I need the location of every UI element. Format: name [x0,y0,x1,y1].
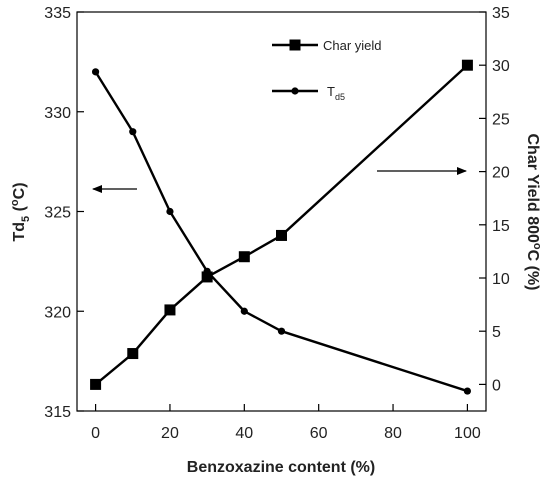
y-right-title-main: Char Yield 800 [524,133,541,242]
char-yield-point [201,271,213,283]
y-left-tick-label: 330 [44,105,71,122]
x-tick-label: 80 [384,425,402,442]
y-left-title-rest: ( [11,205,28,215]
char-yield-point [238,251,250,263]
y-left-axis-title: Td5 (oC) [9,182,32,241]
y-right-tick-label: 25 [492,111,510,128]
y-right-tick-label: 30 [492,58,510,75]
legend-td5-label: Td5 [327,84,345,102]
char-yield-point [276,229,287,241]
y-right-tick-label: 0 [492,377,501,394]
char-yield-point [90,378,102,390]
y-right-tick-label: 35 [492,5,510,22]
char-yield-point [127,348,139,360]
y-right-title-sup: o [531,243,543,250]
y-right-tick-label: 5 [492,324,501,341]
y-left-tick-label: 325 [44,205,71,222]
x-ticks: 0 20 40 60 80 100 [91,404,481,442]
char-yield-point [164,304,176,316]
y-left-tick-label: 320 [44,304,71,321]
legend-char-yield-label: Char yield [323,38,382,53]
legend-td5-sub: d5 [335,92,345,102]
x-tick-label: 100 [454,425,481,442]
y-right-tick-label: 15 [492,218,510,235]
y-left-tick-label: 315 [44,404,71,421]
td5-point [91,68,100,76]
x-tick-label: 0 [91,425,100,442]
y-right-axis-title: Char Yield 800oC (%) [524,133,543,290]
td5-point [463,387,472,395]
x-tick-label: 60 [310,425,328,442]
char-yield-point [461,59,473,71]
legend-square-marker [289,39,301,51]
y-right-tick-label: 10 [492,271,510,288]
td5-point [129,128,137,136]
char-yield-series-line [94,64,469,386]
x-axis-title: Benzoxazine content (%) [187,459,375,476]
y-left-title-main: Td [11,222,28,242]
y-right-title-end: C (%) [524,250,541,291]
y-left-ticks: 315 320 325 330 335 [44,5,84,421]
y-right-tick-label: 20 [492,165,510,182]
series-layer [90,59,473,395]
y-left-title-sub: 5 [20,216,32,222]
td5-point [277,327,286,335]
x-tick-label: 40 [235,425,253,442]
td5-point [203,267,211,275]
legend-circle-marker [291,87,299,95]
y-left-tick-label: 335 [44,5,71,22]
plot-frame [76,11,487,412]
legend-td5-main: T [327,84,335,99]
x-tick-label: 20 [161,425,179,442]
legend: Char yield Td5 [272,38,382,102]
y-right-ticks: 0 5 10 15 20 25 30 35 [479,5,510,394]
y-left-title-sup: o [9,199,21,206]
td5-point [240,307,248,315]
td5-point [166,207,174,216]
y-left-title-end: C) [11,182,28,199]
